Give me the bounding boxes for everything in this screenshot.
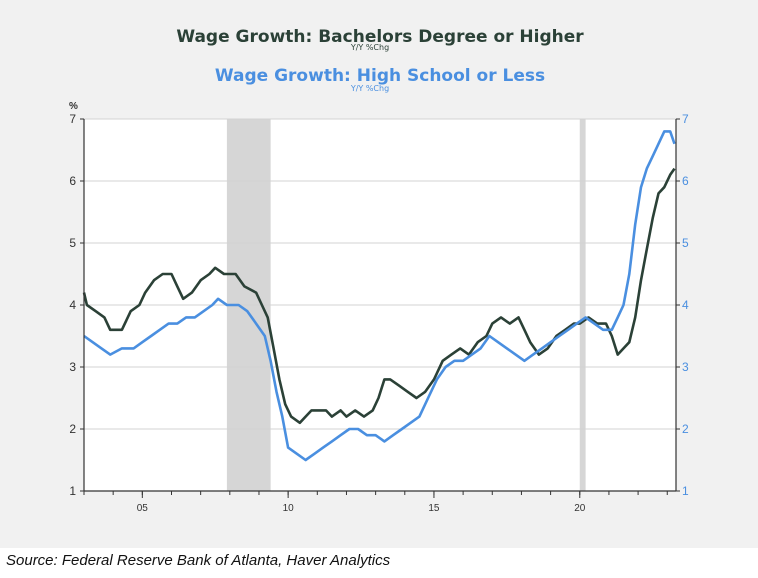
- y-tick-label-left-3: 4: [69, 298, 76, 312]
- y-tick-label-right-6: 7: [682, 112, 689, 126]
- chart-title-2: Wage Growth: High School or Less: [215, 66, 545, 86]
- y-tick-label-right-2: 3: [682, 360, 689, 374]
- y-tick-label-left-0: 1: [69, 484, 76, 498]
- y-tick-label-right-5: 6: [682, 174, 689, 188]
- y-tick-label-right-1: 2: [682, 422, 689, 436]
- y-tick-label-left-4: 5: [69, 236, 76, 250]
- series-line-1: [83, 130, 676, 462]
- axes: 1 2 3 4 5 6 7 1 2 3 4 5 6 7 05 10 15 20: [69, 112, 689, 514]
- y-tick-label-left-5: 6: [69, 174, 76, 188]
- x-tick-label-0: 05: [137, 503, 149, 514]
- x-tick-label-2: 15: [428, 503, 440, 514]
- chart-svg: Wage Growth: Bachelors Degree or Higher …: [69, 27, 689, 514]
- y-tick-label-left-6: 7: [69, 112, 76, 126]
- chart-title-2-subtitle: Y/Y %Chg: [350, 84, 389, 93]
- series-layer: [82, 130, 676, 462]
- y-tick-label-left-2: 3: [69, 360, 76, 374]
- x-tick-label-1: 10: [283, 503, 295, 514]
- y-tick-label-right-0: 1: [682, 484, 689, 498]
- source-note: Source: Federal Reserve Bank of Atlanta,…: [6, 552, 391, 569]
- y-tick-label-right-4: 5: [682, 236, 689, 250]
- y-axis-unit: %: [69, 101, 78, 112]
- series-line-0: [82, 167, 676, 425]
- y-tick-label-left-1: 2: [69, 422, 76, 436]
- chart-title-subtitle: Y/Y %Chg: [350, 43, 389, 52]
- chart-title: Wage Growth: Bachelors Degree or Higher: [176, 27, 584, 47]
- x-tick-label-3: 20: [574, 503, 586, 514]
- y-tick-label-right-3: 4: [682, 298, 689, 312]
